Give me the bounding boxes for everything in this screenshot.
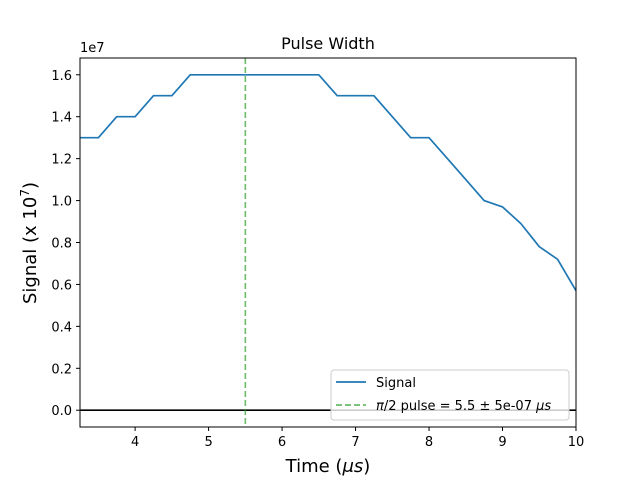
y-tick-label: 0.6	[51, 278, 72, 293]
x-tick-label: 9	[498, 435, 506, 450]
y-tick-label: 0.8	[51, 237, 72, 252]
legend-label-signal: Signal	[376, 376, 416, 391]
x-tick-label: 6	[278, 435, 286, 450]
y-tick-label: 1.4	[51, 111, 72, 126]
y-tick-label: 1.6	[51, 69, 72, 84]
plot-area	[80, 58, 576, 427]
y-offset-label: 1e7	[80, 41, 105, 56]
y-tick-label: 0.0	[51, 404, 72, 419]
x-tick-label: 8	[425, 435, 433, 450]
y-axis-label: Signal (x 107)	[18, 182, 41, 304]
legend: Signal π/2 pulse = 5.5 ± 5e-07 μs	[330, 369, 570, 421]
legend-label-pulse: π/2 pulse = 5.5 ± 5e-07 μs	[376, 399, 551, 414]
y-tick-label: 0.2	[51, 362, 72, 377]
y-tick-label: 0.4	[51, 320, 72, 335]
x-axis-label: Time (μs)	[285, 456, 371, 477]
series-line-signal	[80, 73, 577, 292]
x-tick-label: 10	[568, 435, 585, 450]
legend-box	[330, 369, 570, 421]
y-tick-label: 1.2	[51, 153, 72, 168]
y-tick-label: 1.0	[51, 195, 72, 210]
x-tick-label: 7	[351, 435, 359, 450]
chart-title: Pulse Width	[281, 34, 375, 53]
x-tick-label: 4	[131, 435, 139, 450]
x-tick-label: 5	[204, 435, 212, 450]
